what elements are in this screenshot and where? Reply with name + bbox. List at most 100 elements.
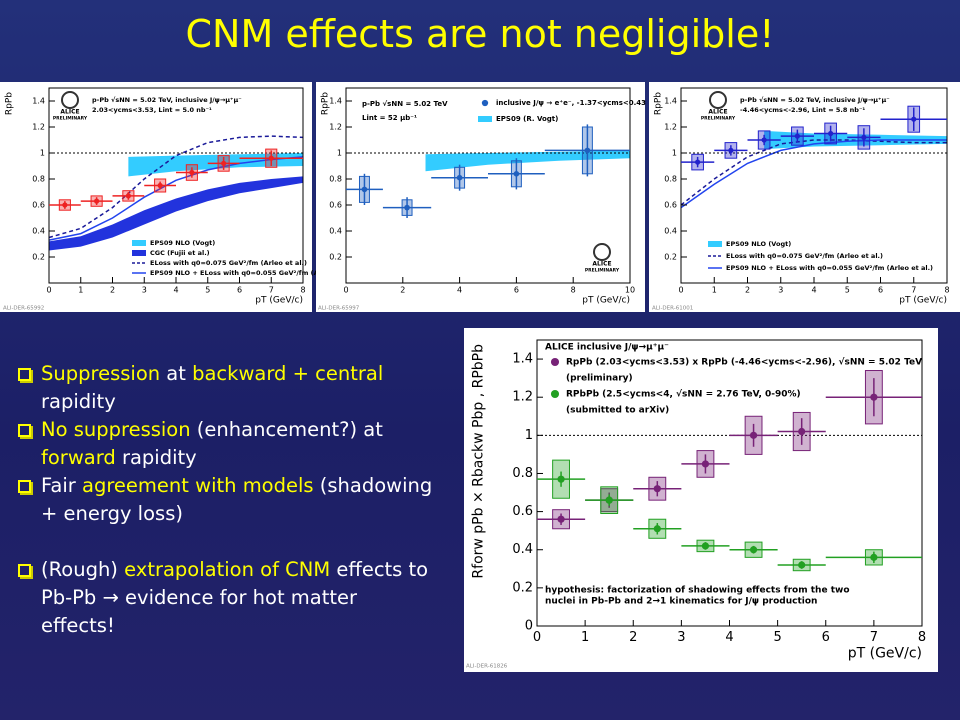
data-point bbox=[557, 475, 565, 483]
x-tick-label: 2 bbox=[629, 630, 637, 645]
legend-label: RpPb (2.03<ycms<3.53) x RpPb (-4.46<ycms… bbox=[566, 357, 922, 368]
bullet-list: Suppression at backward + central rapidi… bbox=[16, 360, 436, 640]
y-axis-label: RpPb bbox=[653, 92, 663, 115]
logo-text: PRELIMINARY bbox=[585, 268, 620, 274]
legend-swatch bbox=[481, 99, 489, 107]
data-point bbox=[749, 431, 758, 439]
figure-ref: ALI-DER-61001 bbox=[652, 306, 693, 312]
figure-ref: ALI-DER-61826 bbox=[466, 664, 508, 670]
bullet-text: extrapolation of CNM bbox=[124, 558, 331, 581]
legend-swatch bbox=[132, 240, 146, 246]
bullet-text: No suppression bbox=[41, 418, 191, 441]
annotation: p-Pb √sNN = 5.02 TeV bbox=[362, 100, 448, 108]
x-tick-label: 8 bbox=[300, 286, 305, 295]
x-tick-label: 2 bbox=[400, 286, 405, 295]
legend-label: EPS09 NLO (Vogt) bbox=[150, 239, 215, 247]
y-tick-label: 0.4 bbox=[664, 227, 677, 236]
x-tick-label: 8 bbox=[944, 286, 949, 295]
data-point bbox=[861, 134, 867, 140]
y-tick-label: 0.2 bbox=[32, 253, 45, 262]
data-point bbox=[157, 182, 163, 189]
bullet-text: Suppression bbox=[41, 362, 161, 385]
logo-text: ALICE bbox=[60, 109, 79, 116]
y-axis-label: RpPb bbox=[4, 92, 14, 115]
data-point bbox=[605, 496, 613, 504]
model-curve bbox=[680, 139, 947, 206]
legend-label: RPbPb (2.5<ycms<4, √sNN = 2.76 TeV, 0-90… bbox=[566, 389, 801, 400]
data-point bbox=[94, 198, 100, 204]
data-point bbox=[268, 155, 274, 161]
plot-frame bbox=[345, 87, 631, 284]
data-point bbox=[404, 204, 410, 211]
data-point bbox=[221, 160, 227, 166]
chart-panel bbox=[464, 328, 938, 672]
data-point bbox=[695, 159, 701, 165]
bullet: Fair agreement with models (shadowing + … bbox=[16, 472, 436, 528]
y-tick-label: 0.4 bbox=[329, 227, 342, 236]
x-tick-label: 6 bbox=[878, 286, 883, 295]
legend-label: inclusive J/ψ → e⁺e⁻, -1.37<ycms<0.43 bbox=[496, 99, 646, 107]
legend-swatch bbox=[550, 357, 560, 367]
y-tick-label: 1.2 bbox=[512, 390, 533, 405]
y-tick-label: 0 bbox=[525, 619, 533, 634]
legend-label: EPS09 (R. Vogt) bbox=[496, 115, 558, 123]
data-point bbox=[456, 174, 463, 181]
data-point bbox=[761, 137, 767, 143]
model-band bbox=[49, 176, 303, 251]
data-point bbox=[911, 116, 917, 122]
y-tick-label: 0.8 bbox=[32, 175, 45, 184]
x-tick-label: 3 bbox=[677, 630, 685, 645]
x-tick-label: 0 bbox=[46, 286, 51, 295]
annotation: hypothesis: factorization of shadowing e… bbox=[545, 586, 850, 596]
logo-text: PRELIMINARY bbox=[701, 116, 736, 122]
legend-label: CGC (Fujii et al.) bbox=[150, 249, 210, 257]
x-tick-label: 0 bbox=[533, 630, 541, 645]
model-curve bbox=[48, 135, 304, 239]
y-tick-label: 0.6 bbox=[512, 504, 533, 519]
data-point bbox=[653, 525, 661, 533]
x-tick-label: 5 bbox=[773, 630, 781, 645]
y-tick-label: 1.2 bbox=[329, 123, 342, 132]
x-tick-label: 8 bbox=[918, 630, 926, 645]
y-tick-label: 1 bbox=[672, 149, 677, 158]
data-point bbox=[728, 147, 734, 153]
x-tick-label: 7 bbox=[911, 286, 916, 295]
annotation: nuclei in Pb-Pb and 2→1 kinematics for J… bbox=[545, 597, 817, 607]
x-tick-label: 6 bbox=[514, 286, 519, 295]
x-tick-label: 3 bbox=[142, 286, 147, 295]
annotation: Lint = 52 μb⁻¹ bbox=[362, 114, 417, 122]
data-point bbox=[125, 193, 131, 199]
x-tick-label: 1 bbox=[581, 630, 589, 645]
bullet-text: agreement with models bbox=[82, 474, 314, 497]
x-tick-label: 0 bbox=[678, 286, 683, 295]
bullet-text: (Rough) bbox=[41, 558, 125, 581]
logo-text: PRELIMINARY bbox=[53, 116, 88, 122]
model-curve bbox=[48, 156, 304, 241]
y-tick-label: 0.6 bbox=[329, 201, 342, 210]
annotation: -4.46<ycms<-2.96, Lint = 5.8 nb⁻¹ bbox=[740, 106, 865, 114]
y-tick-label: 0.4 bbox=[512, 542, 533, 557]
bullet-text: backward + central bbox=[192, 362, 384, 385]
bullet: Suppression at backward + central rapidi… bbox=[16, 360, 436, 416]
data-point bbox=[798, 561, 806, 569]
bullet-text: forward bbox=[41, 446, 116, 469]
bullet-text: (enhancement?) at bbox=[190, 418, 383, 441]
logo-ring bbox=[593, 243, 611, 261]
bullet-text: at bbox=[160, 362, 193, 385]
bullet-text: effects to Pb-Pb → evidence for hot matt… bbox=[41, 558, 429, 637]
legend-label: EPS09 NLO + ELoss with q0=0.055 GeV²/fm … bbox=[150, 269, 357, 277]
x-axis-label: pT (GeV/c) bbox=[848, 645, 922, 661]
y-tick-label: 0.2 bbox=[512, 580, 533, 595]
data-point bbox=[62, 202, 68, 208]
legend-swatch bbox=[132, 250, 146, 256]
x-axis-label: pT (GeV/c) bbox=[899, 295, 947, 305]
data-point bbox=[701, 542, 710, 550]
x-tick-label: 5 bbox=[205, 286, 210, 295]
y-tick-label: 0.6 bbox=[32, 201, 45, 210]
annotation: p-Pb √sNN = 5.02 TeV, inclusive J/ψ→μ⁺μ⁻ bbox=[92, 96, 242, 104]
y-tick-label: 1 bbox=[40, 149, 45, 158]
x-tick-label: 6 bbox=[822, 630, 830, 645]
legend-label: ELoss with q0=0.075 GeV²/fm (Arleo et al… bbox=[150, 259, 307, 267]
bullet-text: rapidity bbox=[115, 446, 197, 469]
y-tick-label: 0.8 bbox=[329, 175, 342, 184]
